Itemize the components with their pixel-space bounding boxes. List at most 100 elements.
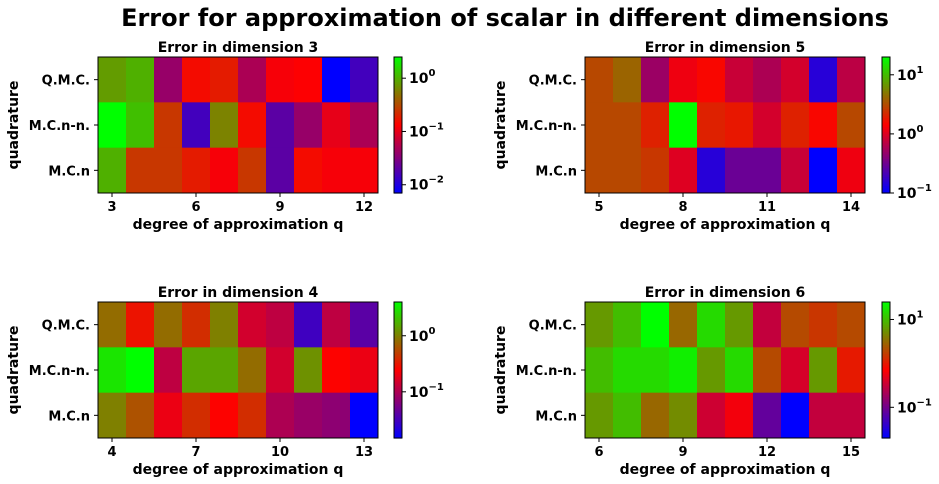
colorbar-segment bbox=[882, 426, 890, 430]
heatmap-cell bbox=[126, 102, 155, 149]
colorbar-segment bbox=[882, 57, 890, 60]
colorbar-segment bbox=[882, 111, 890, 115]
heatmap-cell bbox=[753, 147, 782, 194]
heatmap-cell bbox=[98, 57, 127, 103]
colorbar-segment bbox=[882, 360, 890, 364]
colorbar-segment bbox=[882, 59, 890, 63]
colorbar-segment bbox=[882, 304, 890, 308]
heatmap-cell bbox=[669, 147, 698, 194]
colorbar-segment bbox=[882, 140, 890, 144]
heatmap-cell bbox=[182, 347, 211, 394]
colorbar-segment bbox=[394, 410, 402, 414]
heatmap-cell bbox=[350, 57, 379, 103]
colorbar-tick-label: 100 bbox=[409, 326, 435, 345]
colorbar-segment bbox=[882, 118, 890, 122]
colorbar-segment bbox=[394, 122, 402, 126]
heatmap-cell bbox=[697, 147, 726, 194]
colorbar-segment bbox=[882, 63, 890, 67]
heatmap-cell bbox=[753, 392, 782, 439]
colorbar-tick-label: 100 bbox=[409, 68, 435, 87]
colorbar-segment bbox=[394, 360, 402, 364]
colorbar-segment bbox=[882, 183, 890, 187]
heatmap-cell bbox=[266, 392, 295, 439]
colorbar-segment bbox=[882, 370, 890, 373]
colorbar-tick-label: 101 bbox=[897, 65, 923, 84]
colorbar-segment bbox=[394, 188, 402, 192]
colorbar-segment bbox=[394, 179, 402, 183]
colorbar-segment bbox=[882, 134, 890, 137]
colorbar-segment bbox=[882, 385, 890, 389]
heatmap-cell bbox=[697, 302, 726, 348]
x-tick-label: 9 bbox=[678, 445, 687, 460]
colorbar-segment bbox=[882, 410, 890, 414]
colorbar-segment bbox=[882, 428, 890, 432]
colorbar-segment bbox=[394, 79, 402, 83]
colorbar-frame bbox=[881, 56, 891, 194]
colorbar-segment bbox=[394, 338, 402, 342]
colorbar-segment bbox=[882, 311, 890, 314]
colorbar-segment bbox=[882, 129, 890, 133]
colorbar-segment bbox=[882, 342, 890, 346]
colorbar-segment bbox=[882, 308, 890, 312]
colorbar-segment bbox=[882, 186, 890, 190]
colorbar-segment bbox=[882, 104, 890, 108]
colorbar-segment bbox=[394, 302, 402, 305]
heatmap-cell bbox=[294, 57, 323, 103]
heatmap-cell bbox=[154, 347, 183, 394]
x-axis-label: degree of approximation q bbox=[620, 462, 831, 478]
colorbar-segment bbox=[882, 102, 890, 106]
heatmap-cell bbox=[585, 392, 614, 439]
colorbar-segment bbox=[882, 399, 890, 403]
colorbar-segment bbox=[882, 349, 890, 353]
x-tick-label: 13 bbox=[355, 445, 373, 460]
heatmap-cell bbox=[725, 392, 754, 439]
colorbar-segment bbox=[394, 422, 402, 425]
colorbar-segment bbox=[394, 140, 402, 144]
colorbar-segment bbox=[394, 340, 402, 344]
colorbar-segment bbox=[882, 431, 890, 435]
colorbar-segment bbox=[394, 95, 402, 99]
colorbar-segment bbox=[394, 118, 402, 122]
colorbar-segment bbox=[394, 365, 402, 369]
heatmap-cell bbox=[210, 302, 239, 348]
colorbar-segment bbox=[394, 72, 402, 76]
colorbar-segment bbox=[394, 317, 402, 321]
colorbar-segment bbox=[394, 172, 402, 176]
colorbar-segment bbox=[394, 147, 402, 151]
heatmap-cell bbox=[725, 102, 754, 149]
colorbar-segment bbox=[394, 181, 402, 185]
heatmap-panel-3: Error in dimension 4 Q.M.C. M.C.n-n. M.C.n 4… bbox=[6, 285, 444, 478]
heatmap-cell bbox=[613, 57, 642, 103]
colorbar-segment bbox=[394, 84, 402, 88]
heatmap-cell bbox=[809, 347, 838, 394]
colorbar-segment bbox=[882, 172, 890, 176]
colorbar-segment bbox=[394, 120, 402, 124]
heatmap-cell bbox=[98, 392, 127, 439]
panel-title: Error in dimension 6 bbox=[645, 285, 806, 301]
heatmap-cell bbox=[753, 302, 782, 348]
colorbar-segment bbox=[882, 392, 890, 396]
colorbar-segment bbox=[394, 183, 402, 187]
y-tick-label: Q.M.C. bbox=[42, 74, 90, 89]
colorbar-segment bbox=[882, 131, 890, 135]
colorbar-segment bbox=[394, 91, 402, 94]
colorbar-segment bbox=[394, 100, 402, 103]
colorbar-segment bbox=[394, 138, 402, 142]
colorbar-segment bbox=[394, 424, 402, 428]
heatmap-cell bbox=[725, 147, 754, 194]
heatmap-cell bbox=[837, 302, 866, 348]
heatmap-cell bbox=[182, 57, 211, 103]
heatmap-cell bbox=[210, 147, 239, 194]
colorbar-segment bbox=[882, 72, 890, 76]
colorbar-segment bbox=[394, 75, 402, 78]
heatmap-cell bbox=[322, 347, 351, 394]
heatmap-cell bbox=[126, 392, 155, 439]
colorbar-segment bbox=[882, 331, 890, 335]
x-tick-label: 7 bbox=[191, 445, 200, 460]
y-axis-label: quadrature bbox=[493, 81, 509, 170]
colorbar-segment bbox=[394, 156, 402, 160]
colorbar-segment bbox=[882, 159, 890, 162]
colorbar-segment bbox=[882, 75, 890, 78]
colorbar-segment bbox=[394, 143, 402, 146]
colorbar-segment bbox=[394, 93, 402, 97]
